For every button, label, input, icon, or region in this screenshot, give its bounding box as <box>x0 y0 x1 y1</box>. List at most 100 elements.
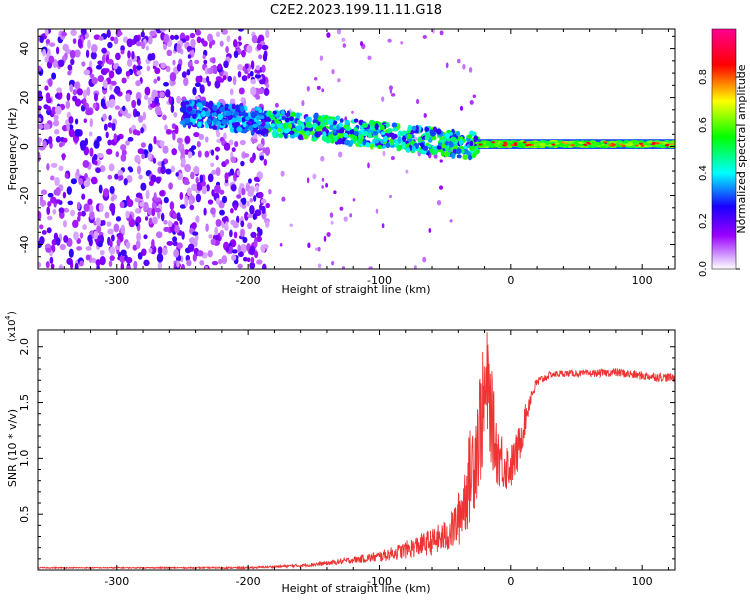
heatmap-cell <box>55 135 62 143</box>
heatmap-cell <box>325 182 328 188</box>
heatmap-cell <box>95 259 101 266</box>
heatmap-cell <box>184 163 191 173</box>
heatmap-cell <box>198 133 205 141</box>
heatmap-cell <box>126 38 133 48</box>
heatmap-cell <box>43 123 50 130</box>
heatmap-cell <box>229 229 233 238</box>
heatmap-cell <box>67 70 72 76</box>
heatmap-cell <box>192 253 197 262</box>
heatmap-cell <box>54 105 62 115</box>
heatmap-cell <box>414 125 419 132</box>
heatmap-cell <box>115 31 123 36</box>
heatmap-cell <box>333 135 338 142</box>
heatmap-cell <box>119 255 126 263</box>
heatmap-cell <box>255 94 261 100</box>
heatmap-cell <box>189 32 196 39</box>
heatmap-cell <box>233 204 238 211</box>
heatmap-cell <box>66 257 73 265</box>
heatmap-cell <box>439 159 443 163</box>
heatmap-cell <box>338 128 345 134</box>
heatmap-cell <box>422 35 427 39</box>
heatmap-cell <box>194 82 202 88</box>
heatmap-cell <box>95 217 102 226</box>
heatmap-cell <box>324 118 330 126</box>
heatmap-cell <box>390 156 395 161</box>
heatmap-cell <box>507 145 513 149</box>
heatmap-cell <box>368 266 373 269</box>
heatmap-cell <box>312 122 318 129</box>
snr-panel: -300 -200 -100 0 100 0.5 1.0 1.5 2.0 Height of s… <box>4 311 676 595</box>
heatmap-cell <box>66 92 71 101</box>
heatmap-cell <box>257 143 264 149</box>
heatmap-cell <box>46 215 53 221</box>
heatmap-cell <box>664 144 669 147</box>
heatmap-cell <box>469 140 474 147</box>
heatmap-cell <box>351 110 354 114</box>
heatmap-cell <box>45 261 50 269</box>
heatmap-cell <box>278 132 284 139</box>
heatmap-cell <box>81 210 86 217</box>
heatmap-cell <box>215 197 220 205</box>
heatmap-cell <box>296 125 302 132</box>
heatmap-cell <box>154 96 160 105</box>
heatmap-cell <box>190 171 195 180</box>
heatmap-cell <box>82 160 90 168</box>
heatmap-cell <box>72 95 78 102</box>
heatmap-cell <box>113 223 120 233</box>
heatmap-cell <box>643 142 649 145</box>
heatmap-cell <box>262 263 267 269</box>
heatmap-cell <box>135 240 141 249</box>
heatmap-cell <box>331 69 335 75</box>
heatmap-cell <box>389 87 393 94</box>
heatmap-cell <box>101 219 106 226</box>
heatmap-cell <box>38 123 44 130</box>
heatmap-cell <box>192 86 197 96</box>
heatmap-cell <box>122 105 126 112</box>
heatmap-cell <box>268 189 272 195</box>
heatmap-cell <box>444 133 450 139</box>
snr-axes: -300 -200 -100 0 100 0.5 1.0 1.5 2.0 <box>18 330 675 588</box>
heatmap-cell <box>196 141 201 148</box>
heatmap-cell <box>210 238 216 246</box>
heatmap-cell <box>374 139 380 144</box>
heatmap-cell <box>549 140 558 143</box>
heatmap-cell <box>236 126 243 133</box>
heatmap-cell <box>66 123 70 132</box>
heatmap-cell <box>238 186 242 196</box>
spectrogram-ytick-label: -40 <box>18 236 31 254</box>
heatmap-cell <box>341 37 346 42</box>
heatmap-cell <box>343 132 349 138</box>
heatmap-cell <box>224 103 229 108</box>
heatmap-cell <box>228 245 234 254</box>
heatmap-cell <box>240 97 245 103</box>
heatmap-cell <box>284 117 290 123</box>
heatmap-cell <box>197 250 204 257</box>
heatmap-cell <box>195 193 202 203</box>
snr-ytick-label: 1.5 <box>18 394 31 412</box>
heatmap-cell <box>85 254 91 261</box>
heatmap-cell <box>221 195 228 204</box>
heatmap-cell <box>423 113 427 118</box>
heatmap-cell <box>302 133 306 138</box>
heatmap-cell <box>39 236 45 245</box>
heatmap-cell <box>79 232 84 239</box>
heatmap-cell <box>216 131 221 138</box>
heatmap-cell <box>341 266 346 269</box>
heatmap-cell <box>53 114 59 121</box>
heatmap-cell <box>197 121 202 128</box>
heatmap-cell <box>230 156 237 163</box>
heatmap-cell <box>250 231 257 239</box>
heatmap-cell <box>50 196 57 204</box>
heatmap-cell <box>159 29 167 32</box>
heatmap-cell <box>349 140 354 144</box>
heatmap-cell <box>317 131 323 136</box>
heatmap-cell <box>103 79 108 89</box>
heatmap-cell <box>277 128 281 133</box>
heatmap-cell <box>343 216 348 222</box>
snr-xlabel: Height of straight line (km) <box>281 582 430 595</box>
heatmap-cell <box>257 191 264 199</box>
colorbar-tick-label: 0.4 <box>698 165 709 181</box>
heatmap-cell <box>194 59 200 65</box>
heatmap-cell <box>256 106 262 111</box>
heatmap-cell <box>263 87 270 96</box>
